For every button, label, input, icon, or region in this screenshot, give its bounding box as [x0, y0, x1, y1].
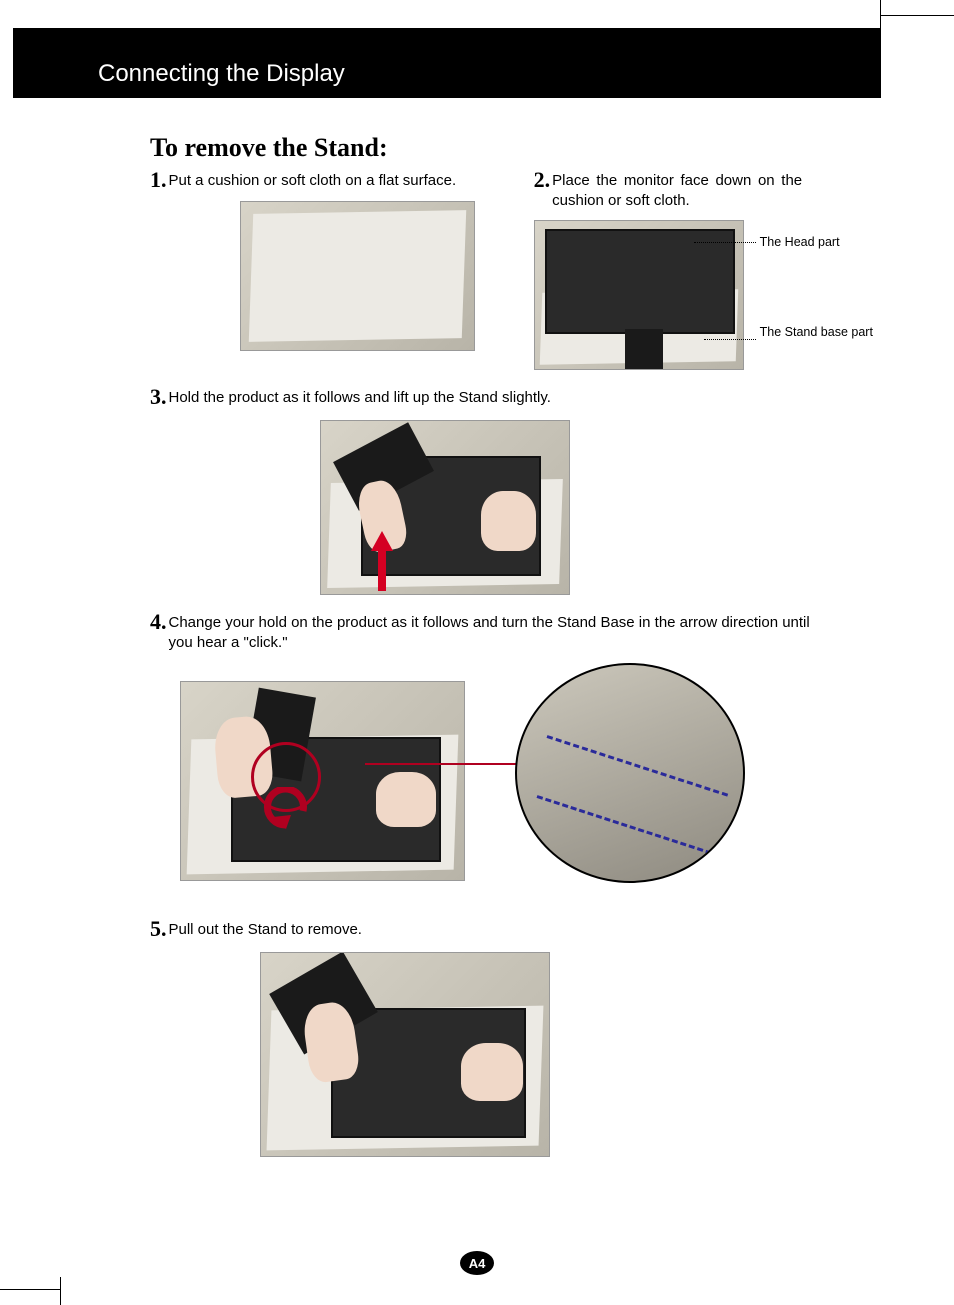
crop-mark: [880, 0, 881, 28]
step-text: Place the monitor face down on the cushi…: [552, 167, 802, 212]
crop-mark: [880, 15, 954, 16]
callout-head-part: The Head part: [760, 235, 840, 249]
step-text: Change your hold on the product as it fo…: [169, 609, 829, 654]
step-4-photo-zoom: [515, 663, 745, 883]
step-5: 5. Pull out the Stand to remove.: [150, 916, 880, 1157]
step-2: 2. Place the monitor face down on the cu…: [534, 167, 880, 370]
step-3-photo: [320, 420, 570, 595]
step-4: 4. Change your hold on the product as it…: [150, 609, 880, 899]
step-number: 1.: [150, 167, 167, 193]
content-area: To remove the Stand: 1. Put a cushion or…: [150, 133, 880, 1157]
step-number: 5.: [150, 916, 167, 942]
up-arrow-icon: [371, 531, 387, 586]
step-number: 2.: [534, 167, 551, 193]
step-5-photo: [260, 952, 550, 1157]
step-3: 3. Hold the product as it follows and li…: [150, 384, 880, 595]
steps-1-2-row: 1. Put a cushion or soft cloth on a flat…: [150, 167, 880, 370]
connector-arrow: [365, 763, 540, 765]
step-1-photo: [240, 201, 475, 351]
rotate-arrow-icon: [261, 787, 311, 834]
header-title: Connecting the Display: [98, 60, 345, 88]
callout-leader: [704, 339, 756, 340]
crop-mark: [60, 1277, 61, 1305]
step-number: 3.: [150, 384, 167, 410]
page-frame: Connecting the Display To remove the Sta…: [0, 0, 954, 1305]
header-bar: Connecting the Display: [13, 28, 881, 98]
step-4-images: [150, 663, 880, 898]
step-text: Pull out the Stand to remove.: [169, 916, 362, 940]
step-text: Hold the product as it follows and lift …: [169, 384, 551, 408]
section-title: To remove the Stand:: [150, 133, 880, 163]
step-text: Put a cushion or soft cloth on a flat su…: [169, 167, 457, 191]
callout-stand-base: The Stand base part: [760, 325, 873, 339]
callout-leader: [694, 242, 756, 243]
page-number: A4: [469, 1256, 486, 1271]
step-1: 1. Put a cushion or soft cloth on a flat…: [150, 167, 514, 370]
page-number-badge: A4: [460, 1251, 494, 1275]
step-4-photo-left: [180, 681, 465, 881]
step-number: 4.: [150, 609, 167, 635]
crop-mark: [0, 1289, 60, 1290]
step-4-detail-wrap: [515, 663, 815, 898]
